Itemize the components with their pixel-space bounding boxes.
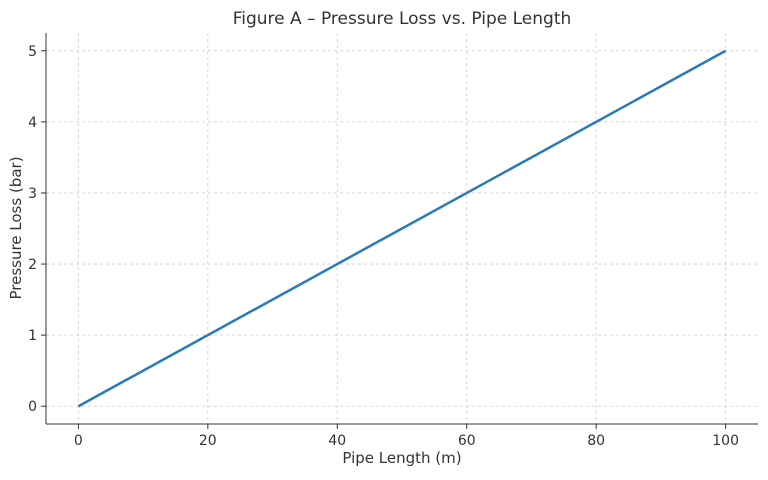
x-tick-label: 80 bbox=[587, 433, 605, 449]
x-axis-label: Pipe Length (m) bbox=[342, 449, 461, 467]
x-ticks: 0 20 40 60 80 100 bbox=[74, 424, 739, 449]
y-tick-label: 4 bbox=[28, 115, 37, 131]
series-group bbox=[77, 49, 727, 408]
series-line bbox=[77, 49, 727, 408]
x-tick-label: 100 bbox=[712, 433, 739, 449]
chart-title: Figure A – Pressure Loss vs. Pipe Length bbox=[233, 9, 572, 29]
y-ticks: 0 1 2 3 4 5 bbox=[28, 44, 46, 415]
x-tick-label: 40 bbox=[328, 433, 346, 449]
y-tick-label: 3 bbox=[28, 186, 37, 202]
x-tick-label: 60 bbox=[458, 433, 476, 449]
x-tick-label: 0 bbox=[74, 433, 83, 449]
y-tick-label: 5 bbox=[28, 44, 37, 60]
x-tick-label: 20 bbox=[199, 433, 217, 449]
y-tick-label: 1 bbox=[28, 328, 37, 344]
y-axis-label: Pressure Loss (bar) bbox=[7, 156, 25, 299]
y-tick-label: 2 bbox=[28, 257, 37, 273]
y-tick-label: 0 bbox=[28, 399, 37, 415]
grid bbox=[46, 33, 758, 424]
